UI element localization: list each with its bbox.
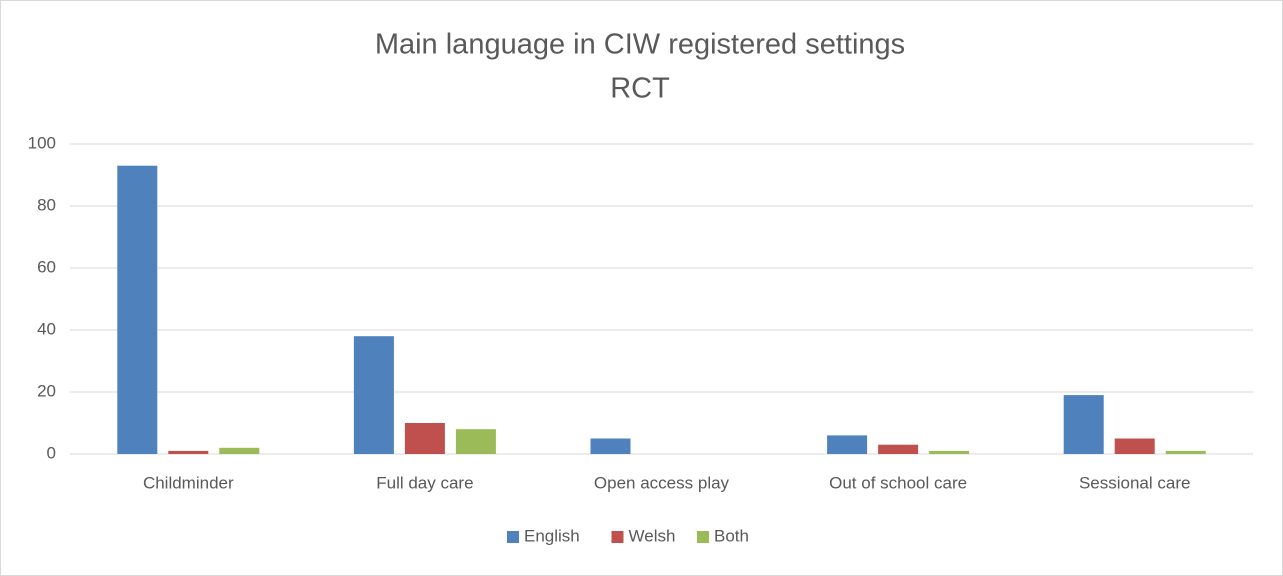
legend-swatch [507,531,519,543]
y-tick-label: 60 [37,257,56,276]
bar [1165,450,1206,454]
y-tick-label: 100 [28,133,56,152]
bar [878,444,919,454]
legend-label: English [524,526,580,545]
legend-swatch [611,531,624,543]
bar [1114,438,1155,454]
x-tick-label: Open access play [594,473,730,492]
bar [590,438,631,454]
chart-subtitle: RCT [610,73,670,105]
bar [827,435,868,454]
bar [117,165,158,454]
y-tick-label: 40 [37,319,56,338]
bar [168,450,209,454]
legend-swatch [697,531,709,543]
bar [353,336,394,454]
bar [1063,395,1104,454]
x-tick-label: Sessional care [1079,473,1191,492]
y-tick-label: 0 [47,443,56,462]
legend-label: Welsh [629,526,676,545]
bar [219,447,260,454]
bar [929,450,970,454]
bar [455,429,496,454]
x-tick-label: Full day care [376,473,473,492]
legend-label: Both [714,526,749,545]
x-tick-label: Childminder [143,473,234,492]
x-tick-label: Out of school care [829,473,967,492]
chart-title: Main language in CIW registered settings [375,29,905,61]
y-tick-label: 20 [37,381,56,400]
bar [404,423,445,454]
y-tick-label: 80 [37,195,56,214]
